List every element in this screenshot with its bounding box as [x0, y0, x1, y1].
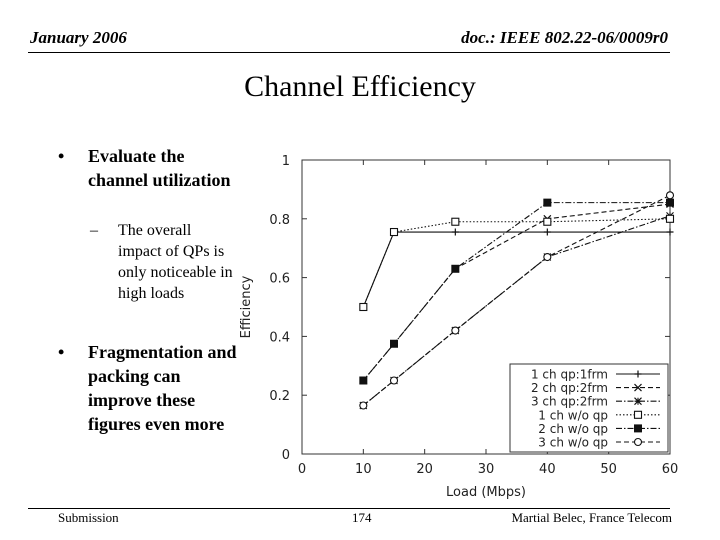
data-point [633, 410, 643, 419]
y-tick-label: 0.8 [269, 213, 290, 228]
data-point [666, 228, 674, 236]
data-point [634, 370, 642, 378]
data-point [633, 437, 643, 447]
data-point [451, 264, 460, 273]
series-path [362, 194, 671, 406]
x-tick-label: 20 [416, 462, 433, 477]
y-axis-label: Efficiency [239, 275, 254, 338]
data-point [665, 214, 675, 223]
x-tick-label: 30 [478, 462, 495, 477]
legend-label: 1 ch qp:1frm [531, 368, 608, 382]
header-date: January 2006 [30, 28, 127, 47]
legend-label: 3 ch w/o qp [538, 436, 608, 450]
legend-box [509, 363, 669, 453]
efficiency-chart: 0 10 20 30 40 50 60 0 0.2 0.4 0.6 0.8 1 Load (Mbps) Ef… [239, 154, 679, 500]
data-point [665, 191, 675, 200]
series-line [359, 214, 675, 312]
footer-divider [28, 508, 670, 509]
data-point [451, 326, 460, 335]
y-tick-label: 0 [282, 448, 290, 463]
legend-label: 2 ch qp:2frm [531, 381, 608, 395]
data-point [359, 401, 368, 410]
y-tick-label: 0.6 [269, 272, 290, 287]
footer-submission: Submission [58, 510, 119, 525]
footer-author: Martial Belec, France Telecom [511, 510, 672, 525]
bullet-marker: • [58, 146, 65, 166]
series-line [359, 198, 674, 385]
header-doc-id: doc.: IEEE 802.22-06/0009r0 [461, 28, 668, 47]
data-point [390, 339, 398, 348]
series-line [359, 200, 674, 385]
data-point [666, 198, 674, 207]
header-divider [28, 52, 670, 53]
bullet-text: Evaluate the channel utilization [88, 146, 231, 190]
bullet-text: Fragmentation and packing can improve th… [88, 342, 237, 434]
data-point [389, 376, 399, 385]
data-point [451, 228, 459, 236]
sub-bullet-marker: – [90, 222, 98, 239]
data-point [359, 302, 368, 312]
data-point [543, 252, 552, 262]
y-tick-label: 0.2 [269, 389, 290, 404]
y-tick-label: 0.4 [269, 330, 290, 345]
legend-label: 2 ch w/o qp [538, 422, 608, 436]
series-line [359, 228, 674, 311]
data-point [389, 227, 399, 237]
series-line [359, 191, 675, 410]
data-point [543, 228, 551, 236]
slide-title: Channel Efficiency [244, 70, 476, 103]
series-path [362, 202, 670, 381]
legend-label: 3 ch qp:2frm [531, 395, 608, 409]
x-tick-label: 50 [600, 462, 617, 477]
data-point [634, 397, 642, 406]
data-point [634, 424, 642, 433]
data-point [451, 217, 460, 226]
x-tick-label: 10 [355, 462, 372, 477]
sub-bullet-text: The overall impact of QPs is only notice… [118, 222, 233, 302]
data-point [543, 198, 552, 207]
data-point [634, 383, 642, 392]
y-tick-label: 1 [282, 154, 290, 169]
x-tick-label: 0 [298, 462, 306, 477]
legend-label: 1 ch w/o qp [538, 408, 608, 422]
bullet-marker: • [58, 342, 65, 362]
x-tick-label: 60 [662, 462, 679, 477]
x-axis-label: Load (Mbps) [446, 485, 526, 500]
x-tick-label: 40 [539, 462, 556, 477]
series-path [362, 203, 671, 381]
series-path [362, 218, 671, 308]
series-path [362, 231, 670, 308]
data-point [359, 376, 368, 385]
data-point [543, 217, 552, 226]
footer-page-number: 174 [352, 510, 372, 525]
